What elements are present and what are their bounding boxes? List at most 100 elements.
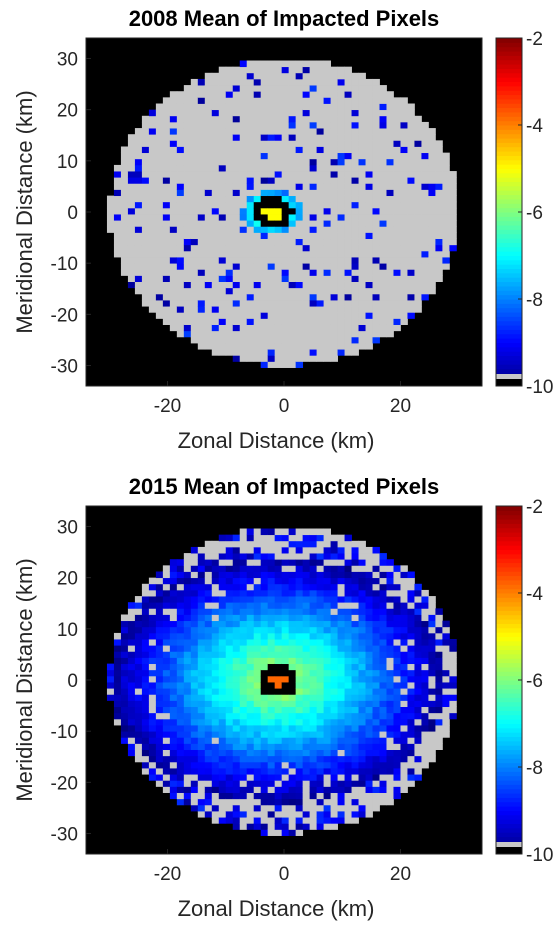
heatmap-cell <box>302 72 311 80</box>
heatmap-cell <box>176 675 185 683</box>
heatmap-cell <box>260 675 269 683</box>
heatmap-cell <box>309 583 318 591</box>
heatmap-cell <box>386 761 394 769</box>
heatmap-cell <box>365 811 373 818</box>
heatmap-cell <box>358 343 366 350</box>
heatmap-cell <box>330 694 338 701</box>
heatmap-cell <box>393 669 401 677</box>
heatmap-cell <box>330 324 338 332</box>
heatmap-cell <box>232 183 241 190</box>
heatmap-cell <box>267 811 276 818</box>
heatmap-cell <box>155 140 164 147</box>
heatmap-cell <box>351 275 359 282</box>
heatmap-cell <box>421 725 429 732</box>
heatmap-cell <box>225 177 234 184</box>
colorbar-segment <box>496 653 522 659</box>
heatmap-cell <box>211 768 220 775</box>
heatmap-cell <box>197 293 206 301</box>
heatmap-cell <box>225 183 234 190</box>
heatmap-cell <box>274 300 283 307</box>
colorbar-segment <box>496 788 522 794</box>
heatmap-cell <box>253 712 262 720</box>
heatmap-cell <box>162 688 171 695</box>
heatmap-cell <box>211 749 220 757</box>
heatmap-cell <box>323 706 331 714</box>
heatmap-cell <box>379 602 387 609</box>
heatmap-cell <box>141 596 150 603</box>
heatmap-cell <box>246 675 255 683</box>
colorbar-segment <box>496 540 522 546</box>
heatmap-cell <box>134 152 143 160</box>
heatmap-cell <box>337 817 345 824</box>
heatmap-cell <box>218 336 227 344</box>
heatmap-cell <box>344 589 352 597</box>
heatmap-cell <box>267 540 276 548</box>
heatmap-cell <box>421 134 429 141</box>
colorbar-segment <box>496 272 522 278</box>
heatmap-cell <box>407 293 415 301</box>
heatmap-cell <box>295 786 304 793</box>
heatmap-cell <box>379 706 387 714</box>
heatmap-cell <box>232 546 241 554</box>
heatmap-cell <box>344 232 352 240</box>
heatmap-cell <box>358 553 366 560</box>
heatmap-cell <box>407 287 415 295</box>
heatmap-cell <box>281 761 290 769</box>
heatmap-cell <box>330 336 338 344</box>
heatmap-cell <box>393 577 401 585</box>
heatmap-cell <box>309 804 318 812</box>
heatmap-cell <box>295 97 304 104</box>
heatmap-cell <box>365 220 373 227</box>
heatmap-cell <box>358 177 366 184</box>
heatmap-cell <box>302 737 311 744</box>
heatmap-cell <box>274 651 283 658</box>
heatmap-cell <box>379 688 387 695</box>
heatmap-cell <box>260 91 269 98</box>
heatmap-cell <box>155 226 164 233</box>
heatmap-cell <box>323 596 331 603</box>
heatmap-cell <box>316 706 324 714</box>
heatmap-cell <box>442 201 450 209</box>
heatmap-cell <box>246 571 255 579</box>
heatmap-cell <box>155 207 164 215</box>
heatmap-cell <box>407 725 415 732</box>
heatmap-cell <box>414 171 422 178</box>
colorbar-nodata-swatch <box>496 842 522 847</box>
heatmap-cell <box>386 571 394 579</box>
colorbar-segment <box>496 203 522 209</box>
heatmap-cell <box>281 115 290 123</box>
heatmap-cell <box>337 571 345 579</box>
heatmap-cell <box>365 275 373 282</box>
heatmap-cell <box>169 731 178 738</box>
heatmap-cell <box>330 85 338 92</box>
heatmap-cell <box>351 152 359 160</box>
heatmap-cell <box>365 700 373 708</box>
heatmap-cell <box>393 632 401 640</box>
heatmap-cell <box>281 158 290 166</box>
heatmap-cell <box>414 589 422 597</box>
heatmap-cell <box>211 682 220 689</box>
heatmap-cell <box>400 614 408 622</box>
heatmap-cell <box>232 195 241 203</box>
heatmap-cell <box>344 300 352 307</box>
heatmap-cell <box>400 571 408 579</box>
heatmap-cell <box>372 336 380 344</box>
heatmap-cell <box>204 146 213 154</box>
x-tick-label: 0 <box>279 864 290 885</box>
heatmap-cell <box>218 614 227 622</box>
heatmap-cell <box>400 749 408 757</box>
heatmap-cell <box>204 546 213 554</box>
heatmap-cell <box>190 774 199 781</box>
heatmap-cell <box>351 158 359 166</box>
heatmap-cell <box>316 300 324 307</box>
heatmap-cell <box>288 275 297 282</box>
heatmap-cell <box>372 755 380 763</box>
heatmap-cell <box>183 128 192 135</box>
heatmap-cell <box>316 626 324 634</box>
heatmap-cell <box>134 663 143 671</box>
heatmap-cell <box>379 657 387 665</box>
heatmap-cell <box>351 121 359 129</box>
heatmap-cell <box>421 164 429 172</box>
heatmap-cell <box>260 682 269 689</box>
heatmap-cell <box>169 103 178 111</box>
